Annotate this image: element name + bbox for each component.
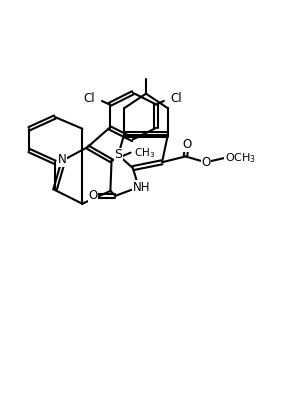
Text: Cl: Cl [170, 92, 182, 105]
Text: O: O [201, 156, 211, 169]
Text: Cl: Cl [84, 92, 95, 105]
Text: N: N [58, 153, 67, 166]
Text: S: S [114, 148, 122, 161]
Text: O: O [182, 138, 192, 151]
Text: OCH$_3$: OCH$_3$ [225, 151, 256, 165]
Text: O: O [88, 189, 98, 202]
Text: NH: NH [133, 181, 150, 194]
Text: CH$_3$: CH$_3$ [134, 146, 155, 160]
